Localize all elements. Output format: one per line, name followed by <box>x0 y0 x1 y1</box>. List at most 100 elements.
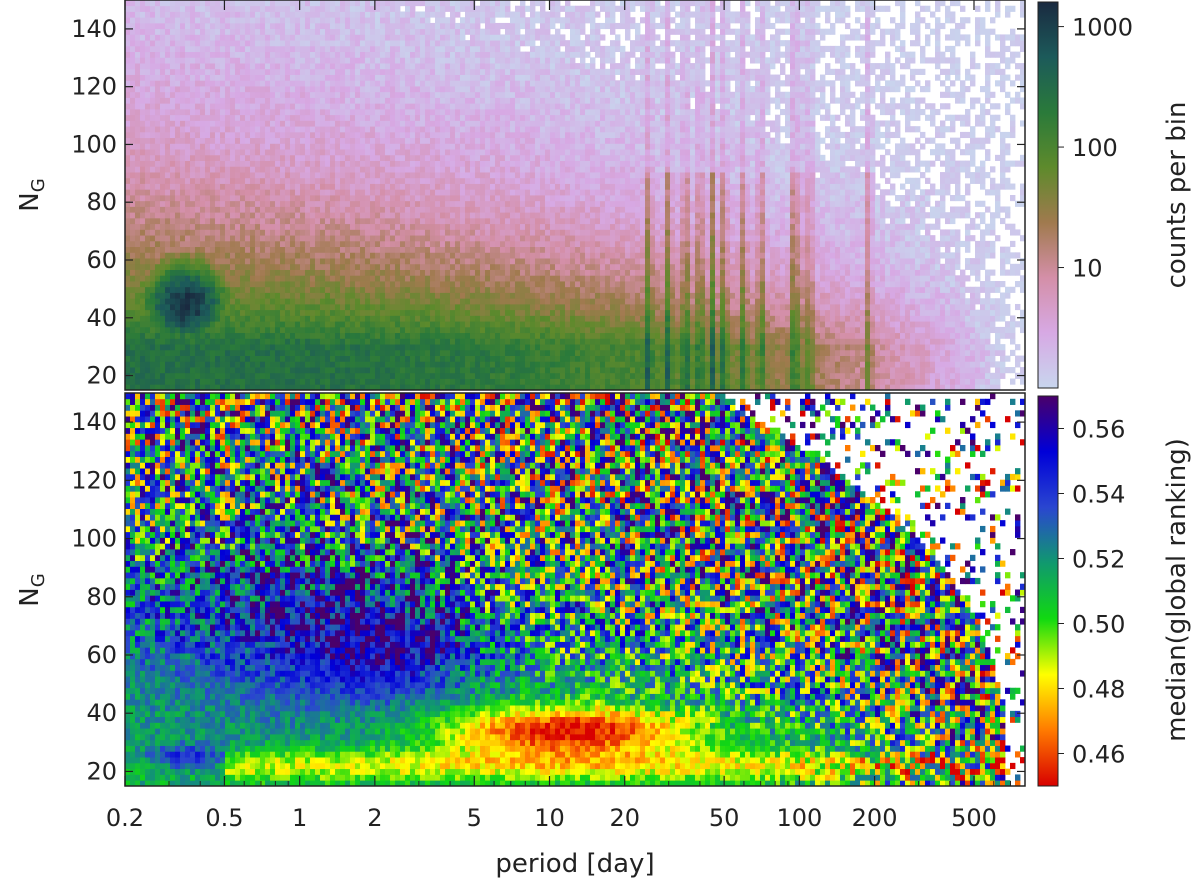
top-heatmap-cell <box>415 349 421 356</box>
top-heatmap-cell <box>135 195 141 202</box>
top-heatmap-cell <box>455 269 461 276</box>
top-heatmap-cell <box>415 309 421 316</box>
top-heatmap-cell <box>240 286 246 293</box>
top-heatmap-cell <box>375 223 381 230</box>
top-heatmap-cell <box>300 108 306 116</box>
top-heatmap-cell <box>165 126 171 133</box>
top-heatmap-cell <box>270 286 276 293</box>
top-heatmap-cell <box>200 367 206 374</box>
top-heatmap-cell <box>180 45 186 53</box>
top-heatmap-cell <box>125 0 131 7</box>
top-heatmap-cell <box>310 0 316 7</box>
top-heatmap-cell <box>410 166 416 173</box>
top-heatmap-cell <box>215 103 221 110</box>
top-heatmap-cell <box>220 11 226 18</box>
top-heatmap-cell <box>440 74 446 81</box>
top-heatmap-cell <box>335 91 341 98</box>
top-heatmap-cell <box>345 252 351 259</box>
top-heatmap-cell <box>480 97 486 104</box>
top-heatmap-cell <box>400 212 406 219</box>
top-heatmap-cell <box>455 108 461 116</box>
top-heatmap-cell <box>260 57 266 64</box>
top-heatmap-cell <box>340 367 346 374</box>
top-heatmap-cell <box>485 367 491 374</box>
top-heatmap-cell <box>450 217 456 225</box>
top-heatmap-cell <box>375 57 381 64</box>
top-heatmap-cell <box>425 51 431 58</box>
top-heatmap-cell <box>235 217 241 225</box>
top-heatmap-cell <box>285 332 291 339</box>
top-heatmap-cell <box>460 57 466 64</box>
top-heatmap-cell <box>465 263 471 270</box>
top-heatmap-cell <box>145 217 151 225</box>
top-heatmap-cell <box>195 74 201 81</box>
top-heatmap-cell <box>355 80 361 87</box>
top-heatmap-cell <box>310 51 316 58</box>
top-heatmap-cell <box>230 108 236 116</box>
top-heatmap-cell <box>140 5 146 12</box>
top-heatmap-cell <box>215 68 221 75</box>
top-heatmap-cell <box>145 0 151 7</box>
top-heatmap-cell <box>395 57 401 64</box>
top-heatmap-cell <box>275 223 281 230</box>
top-heatmap-cell <box>465 143 471 150</box>
top-heatmap-cell <box>315 45 321 53</box>
top-heatmap-cell <box>145 361 151 368</box>
top-heatmap-cell <box>215 240 221 248</box>
top-heatmap-cell <box>285 378 291 385</box>
top-heatmap-cell <box>400 108 406 116</box>
top-heatmap-cell <box>455 367 461 374</box>
top-heatmap-cell <box>390 344 396 351</box>
top-heatmap-cell <box>310 309 316 316</box>
top-heatmap-cell <box>365 275 371 282</box>
top-heatmap-cell <box>275 298 281 305</box>
top-heatmap-cell <box>365 223 371 230</box>
top-heatmap-cell <box>390 321 396 328</box>
top-heatmap-cell <box>155 68 161 75</box>
top-heatmap-cell <box>275 154 281 161</box>
top-heatmap-cell <box>310 195 316 202</box>
top-heatmap-cell <box>420 0 426 7</box>
top-heatmap-cell <box>210 200 216 207</box>
top-heatmap-cell <box>160 240 166 248</box>
top-heatmap-cell <box>415 246 421 253</box>
top-heatmap-cell <box>445 292 451 299</box>
top-heatmap-cell <box>440 258 446 265</box>
top-heatmap-cell <box>290 80 296 87</box>
top-heatmap-cell <box>260 263 266 270</box>
top-heatmap-cell <box>435 80 441 87</box>
top-heatmap-cell <box>235 166 241 173</box>
top-heatmap-cell <box>470 57 476 64</box>
top-heatmap-cell <box>330 286 336 293</box>
top-heatmap-cell <box>225 195 231 202</box>
top-heatmap-cell <box>380 217 386 225</box>
top-heatmap-cell <box>440 160 446 167</box>
top-heatmap-cell <box>185 258 191 265</box>
top-heatmap-cell <box>145 143 151 150</box>
top-heatmap-cell <box>325 120 331 127</box>
top-heatmap-cell <box>165 28 171 35</box>
top-heatmap-cell <box>315 68 321 75</box>
top-heatmap-cell <box>345 137 351 144</box>
top-heatmap-cell <box>470 177 476 184</box>
top-heatmap-cell <box>210 11 216 18</box>
top-heatmap-cell <box>290 229 296 236</box>
top-heatmap-cell <box>390 286 396 293</box>
top-heatmap-cell <box>415 321 421 328</box>
top-heatmap-cell <box>490 321 496 328</box>
top-heatmap-cell <box>160 68 166 75</box>
top-heatmap-cell <box>230 0 236 7</box>
top-heatmap-cell <box>350 108 356 116</box>
top-heatmap-cell <box>305 80 311 87</box>
top-heatmap-cell <box>435 315 441 322</box>
top-heatmap-cell <box>450 258 456 265</box>
top-heatmap-cell <box>160 80 166 87</box>
top-heatmap-cell <box>235 206 241 213</box>
top-heatmap-cell <box>255 86 261 93</box>
top-heatmap-cell <box>460 200 466 207</box>
top-heatmap-cell <box>475 154 481 161</box>
top-heatmap-cell <box>395 298 401 305</box>
top-heatmap-cell <box>205 384 211 390</box>
top-heatmap-cell <box>305 5 311 12</box>
top-heatmap-cell <box>465 172 471 179</box>
